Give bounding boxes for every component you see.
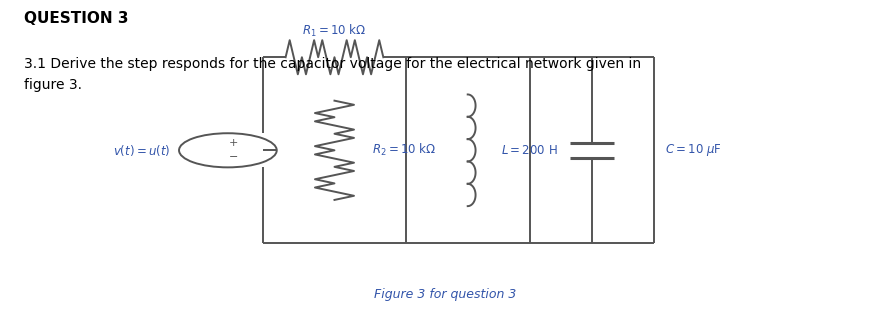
- Text: $R_2 = 10\ \mathrm{k}\Omega$: $R_2 = 10\ \mathrm{k}\Omega$: [372, 142, 436, 158]
- Text: Figure 3 for question 3: Figure 3 for question 3: [374, 288, 517, 301]
- Text: −: −: [228, 152, 238, 162]
- Text: $L = 200\ \mathrm{H}$: $L = 200\ \mathrm{H}$: [502, 144, 559, 157]
- Text: 3.1 Derive the step responds for the capacitor voltage for the electrical networ: 3.1 Derive the step responds for the cap…: [23, 57, 641, 92]
- Text: QUESTION 3: QUESTION 3: [23, 11, 128, 26]
- Text: +: +: [228, 138, 238, 148]
- Text: $v(t) = u(t)$: $v(t) = u(t)$: [113, 143, 170, 158]
- Text: $C = 10\ \mu\mathrm{F}$: $C = 10\ \mu\mathrm{F}$: [665, 142, 722, 158]
- Text: $R_1 = 10\ \mathrm{k}\Omega$: $R_1 = 10\ \mathrm{k}\Omega$: [302, 23, 367, 38]
